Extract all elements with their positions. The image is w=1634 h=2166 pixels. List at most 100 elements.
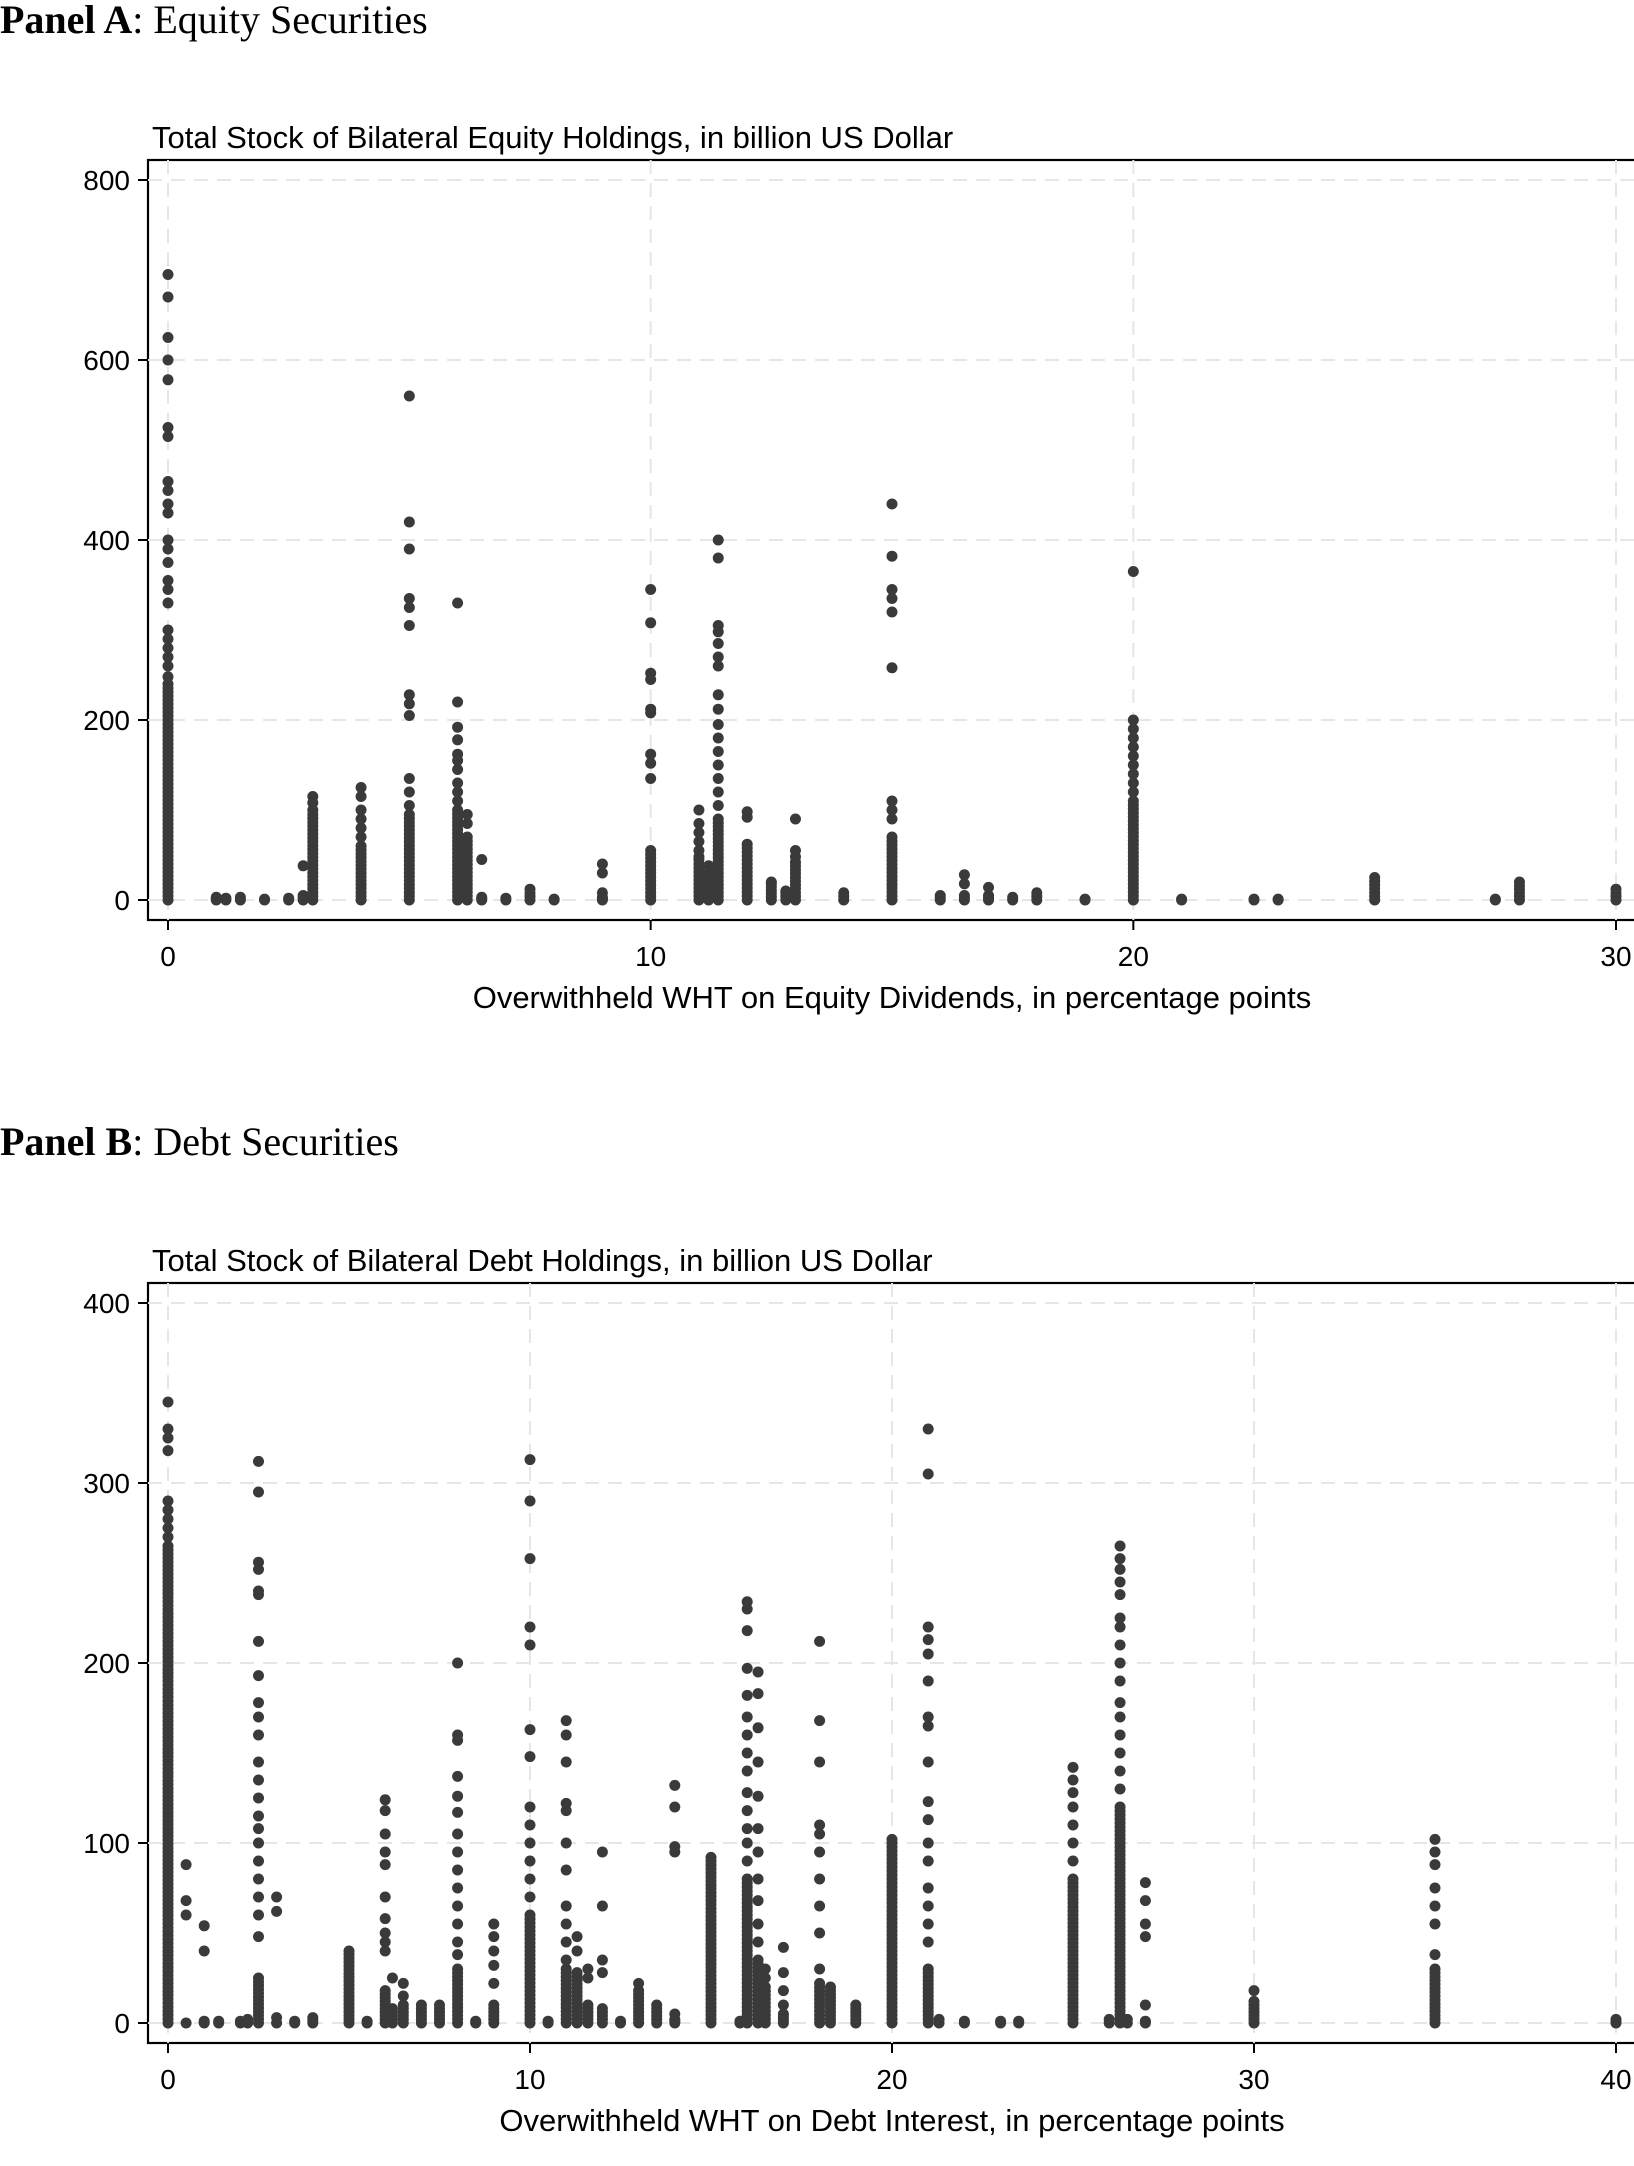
data-point bbox=[741, 1625, 753, 1637]
data-point bbox=[1272, 893, 1284, 905]
data-point bbox=[524, 883, 536, 895]
data-point bbox=[403, 593, 415, 604]
data-point bbox=[645, 584, 657, 595]
data-point bbox=[253, 1589, 264, 1601]
data-point bbox=[1139, 2015, 1151, 2027]
data-point bbox=[253, 1810, 264, 1822]
y-tick-label: 800 bbox=[83, 165, 130, 196]
data-point bbox=[1067, 1801, 1079, 1813]
data-point bbox=[645, 674, 657, 685]
data-point bbox=[1114, 1783, 1126, 1795]
data-point bbox=[886, 550, 898, 562]
data-point bbox=[162, 1495, 174, 1507]
panel-a-heading: Panel A: Equity Securities bbox=[0, 0, 428, 40]
data-point bbox=[198, 1920, 210, 1932]
data-point bbox=[1114, 1563, 1126, 1575]
data-point bbox=[180, 1909, 192, 1921]
x-tick-label: 10 bbox=[514, 2064, 545, 2095]
data-point bbox=[560, 1954, 572, 1966]
data-point bbox=[452, 1949, 464, 1961]
data-point bbox=[693, 818, 705, 829]
data-point bbox=[452, 804, 464, 816]
data-point bbox=[452, 1734, 464, 1746]
data-point bbox=[524, 1495, 536, 1507]
data-point bbox=[922, 1423, 934, 1435]
data-point bbox=[789, 813, 801, 825]
x-tick-label: 10 bbox=[635, 941, 666, 972]
data-point bbox=[922, 1720, 934, 1732]
data-point bbox=[253, 1697, 264, 1709]
data-point bbox=[271, 2012, 283, 2024]
data-point bbox=[922, 1814, 934, 1826]
data-points bbox=[162, 1396, 1622, 2029]
data-point bbox=[253, 1837, 264, 1849]
data-point bbox=[162, 660, 174, 672]
data-point bbox=[162, 498, 174, 510]
data-point bbox=[1114, 1612, 1126, 1624]
data-point bbox=[1429, 1900, 1441, 1912]
data-point bbox=[307, 804, 319, 816]
y-tick-label: 0 bbox=[114, 885, 130, 916]
data-point bbox=[271, 1905, 283, 1917]
data-point bbox=[500, 892, 512, 904]
data-point bbox=[253, 1931, 264, 1943]
data-point bbox=[452, 696, 464, 708]
data-point bbox=[741, 1823, 753, 1835]
data-point bbox=[752, 1688, 764, 1700]
data-point bbox=[253, 1774, 264, 1786]
x-axis-title: Overwithheld WHT on Equity Dividends, in… bbox=[473, 980, 1312, 1015]
data-point bbox=[403, 390, 415, 402]
panel-b-suffix: : Debt Securities bbox=[132, 1119, 399, 1164]
data-point bbox=[379, 1828, 391, 1840]
data-point bbox=[693, 804, 705, 816]
data-point bbox=[452, 764, 464, 775]
data-point bbox=[1429, 1918, 1441, 1930]
x-tick-label: 30 bbox=[1238, 2064, 1269, 2095]
data-point bbox=[571, 1945, 583, 1957]
data-point bbox=[886, 804, 898, 816]
data-point bbox=[596, 1954, 608, 1966]
x-axis-title: Overwithheld WHT on Debt Interest, in pe… bbox=[499, 2103, 1284, 2138]
data-point bbox=[1127, 732, 1139, 744]
data-point bbox=[669, 1846, 681, 1858]
data-point bbox=[922, 1855, 934, 1867]
data-point bbox=[452, 1918, 464, 1930]
data-point bbox=[524, 1855, 536, 1867]
data-point bbox=[645, 707, 657, 719]
data-point bbox=[452, 721, 464, 733]
data-point bbox=[524, 1873, 536, 1885]
data-point bbox=[548, 893, 560, 905]
data-point bbox=[958, 890, 970, 901]
data-points bbox=[162, 269, 1622, 906]
data-point bbox=[253, 1711, 264, 1723]
data-point bbox=[703, 860, 715, 872]
data-point bbox=[560, 1837, 572, 1849]
data-point bbox=[1248, 893, 1260, 905]
data-point bbox=[759, 1972, 771, 1984]
data-point bbox=[1489, 893, 1501, 905]
data-point bbox=[476, 891, 488, 903]
data-point bbox=[922, 1918, 934, 1930]
data-point bbox=[752, 1954, 764, 1966]
data-point bbox=[253, 1563, 264, 1575]
data-point bbox=[379, 1985, 391, 1997]
data-point bbox=[403, 602, 415, 613]
data-point bbox=[886, 1833, 898, 1845]
data-point bbox=[596, 867, 608, 879]
data-point bbox=[1114, 1747, 1126, 1759]
data-point bbox=[814, 1828, 826, 1840]
data-point bbox=[379, 1927, 391, 1939]
data-point bbox=[1139, 1918, 1151, 1930]
data-point bbox=[765, 876, 777, 888]
data-point bbox=[1127, 750, 1139, 762]
data-point bbox=[922, 1796, 934, 1808]
data-point bbox=[379, 1945, 391, 1957]
data-point bbox=[162, 1504, 174, 1516]
data-point bbox=[712, 638, 724, 649]
data-point bbox=[253, 1486, 264, 1498]
data-point bbox=[1127, 566, 1139, 577]
panel-a-suffix: : Equity Securities bbox=[132, 0, 428, 42]
data-point bbox=[524, 1801, 536, 1813]
data-point bbox=[780, 885, 792, 897]
data-point bbox=[162, 1540, 174, 1552]
